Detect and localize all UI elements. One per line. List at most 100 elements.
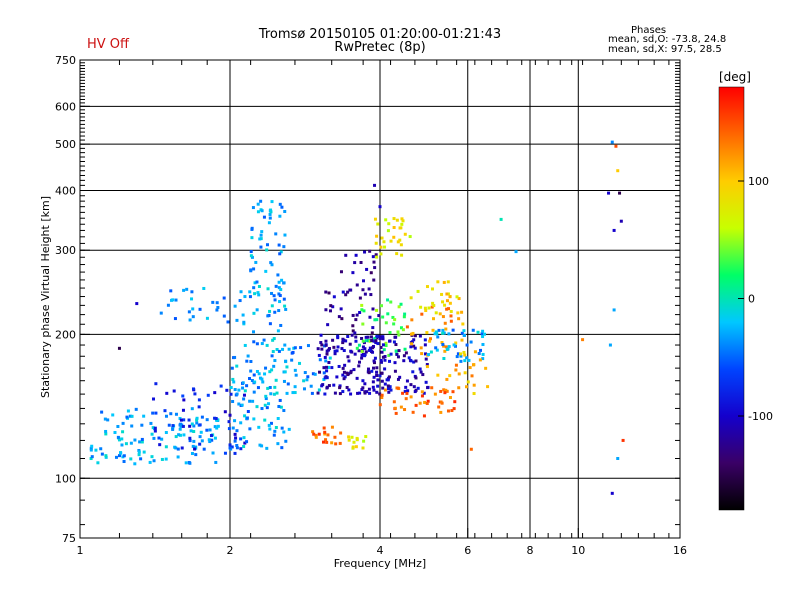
echo-point xyxy=(273,359,277,363)
echo-point xyxy=(324,290,328,294)
echo-point xyxy=(334,442,338,446)
echo-point xyxy=(460,310,464,314)
echo-point xyxy=(90,444,94,448)
echo-point xyxy=(384,218,388,222)
echo-point xyxy=(290,358,294,362)
echo-point xyxy=(150,432,154,436)
echo-point xyxy=(104,455,108,459)
echo-point xyxy=(188,439,192,443)
echo-point xyxy=(249,359,253,363)
echo-point xyxy=(376,222,380,226)
echo-point xyxy=(335,349,339,353)
echo-point xyxy=(270,200,274,204)
echo-point xyxy=(446,280,450,284)
echo-point xyxy=(251,399,255,403)
echo-point xyxy=(272,294,276,298)
echo-point xyxy=(235,392,239,396)
echo-point xyxy=(291,391,295,395)
y-tick-label-600: 600 xyxy=(55,100,76,113)
echo-point xyxy=(411,410,415,414)
echo-point xyxy=(335,375,339,379)
echo-point xyxy=(160,457,164,461)
echo-point xyxy=(178,427,182,431)
echo-point xyxy=(607,191,611,195)
echo-point xyxy=(259,199,263,203)
echo-point xyxy=(233,451,237,455)
echo-point xyxy=(451,390,455,394)
echo-point xyxy=(316,347,320,351)
echo-point xyxy=(270,291,274,295)
echo-point xyxy=(190,407,194,411)
echo-point xyxy=(476,330,480,334)
echo-point xyxy=(270,368,274,372)
echo-point xyxy=(104,429,108,433)
echo-point xyxy=(457,297,461,301)
echo-point xyxy=(237,402,241,406)
echo-point xyxy=(324,359,328,363)
echo-point xyxy=(279,250,283,254)
echo-point xyxy=(306,375,310,379)
echo-point xyxy=(222,296,226,300)
echo-point xyxy=(413,346,417,350)
echo-point xyxy=(361,322,365,326)
echo-point xyxy=(142,450,146,454)
echo-point xyxy=(386,298,390,302)
echo-point xyxy=(104,454,108,458)
echo-point xyxy=(129,441,133,445)
echo-point xyxy=(616,456,620,460)
echo-point xyxy=(286,382,290,386)
echo-point xyxy=(436,373,440,377)
echo-point xyxy=(188,424,192,428)
echo-point xyxy=(368,315,372,319)
echo-point xyxy=(230,366,234,370)
echo-point xyxy=(408,235,412,239)
echo-point xyxy=(293,391,297,395)
echo-point xyxy=(397,305,401,309)
echo-point xyxy=(441,342,445,346)
echo-point xyxy=(250,378,254,382)
echo-point xyxy=(327,291,331,295)
echo-point xyxy=(265,248,269,252)
echo-point xyxy=(364,339,368,343)
echo-point xyxy=(261,380,265,384)
echo-point xyxy=(229,392,233,396)
echo-point xyxy=(248,295,252,299)
echo-point xyxy=(188,436,192,440)
echo-point xyxy=(423,338,427,342)
echo-point xyxy=(192,430,196,434)
echo-point xyxy=(608,343,612,347)
echo-point xyxy=(469,447,473,451)
echo-point xyxy=(405,325,409,329)
echo-point xyxy=(116,435,120,439)
echo-point xyxy=(270,304,274,308)
echo-point xyxy=(436,280,440,284)
echo-point xyxy=(441,328,445,332)
echo-point xyxy=(418,401,422,405)
echo-point xyxy=(157,436,161,440)
echo-point xyxy=(355,346,359,350)
echo-point xyxy=(413,374,417,378)
echo-point xyxy=(309,384,313,388)
echo-point xyxy=(484,366,488,370)
echo-point xyxy=(269,261,273,265)
echo-point xyxy=(453,400,457,404)
echo-point xyxy=(399,226,403,230)
echo-point xyxy=(379,304,383,308)
echo-point xyxy=(324,339,328,343)
echo-point xyxy=(198,423,202,427)
echo-point xyxy=(395,352,399,356)
echo-point xyxy=(454,368,458,372)
echo-point xyxy=(231,400,235,404)
echo-point xyxy=(202,286,206,290)
echo-point xyxy=(414,376,418,380)
echo-point xyxy=(278,214,282,218)
echo-point xyxy=(250,226,254,230)
echo-point xyxy=(447,307,451,311)
echo-point xyxy=(124,442,128,446)
echo-point xyxy=(165,391,169,395)
echo-point xyxy=(341,290,345,294)
echo-point xyxy=(323,432,327,436)
echo-point xyxy=(257,293,261,297)
echo-point xyxy=(248,427,252,431)
